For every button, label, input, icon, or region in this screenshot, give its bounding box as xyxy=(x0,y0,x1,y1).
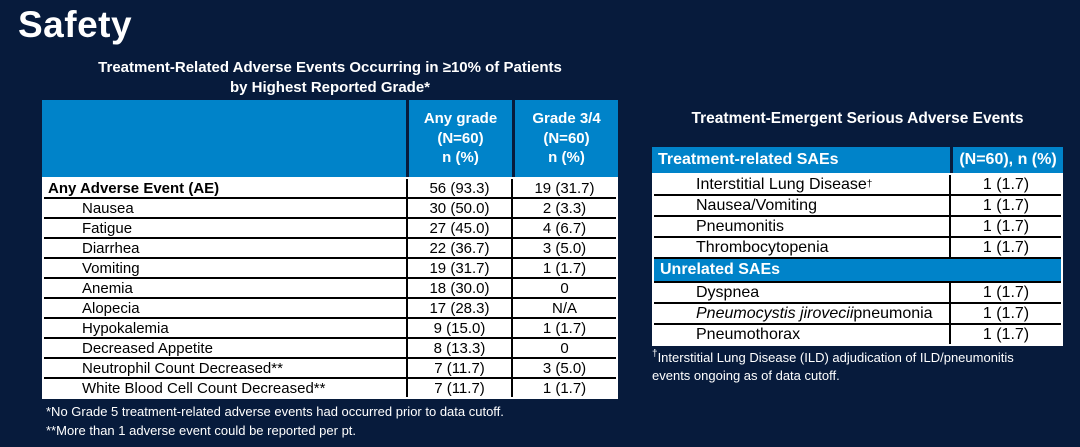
right-table-footnote: †Interstitial Lung Disease (ILD) adjudic… xyxy=(652,349,1044,385)
row-grade-34: 1 (1.7) xyxy=(513,379,616,397)
row-any-grade: 7 (11.7) xyxy=(408,359,511,377)
row-grade-34: 19 (31.7) xyxy=(513,179,616,197)
row-label: White Blood Cell Count Decreased** xyxy=(44,379,406,397)
row-value: 1 (1.7) xyxy=(951,238,1061,257)
row-label: Alopecia xyxy=(44,299,406,317)
row-label: Anemia xyxy=(44,279,406,297)
row-value: 1 (1.7) xyxy=(951,283,1061,302)
row-label: Nausea/Vomiting xyxy=(654,196,949,215)
footnote-text: Interstitial Lung Disease (ILD) adjudica… xyxy=(652,350,1014,384)
row-label: Pneumonitis xyxy=(654,217,949,236)
row-value: 1 (1.7) xyxy=(951,217,1061,236)
row-any-grade: 19 (31.7) xyxy=(408,259,511,277)
row-value: 1 (1.7) xyxy=(951,304,1061,323)
left-header-grade-34: Grade 3/4 (N=60) n (%) xyxy=(515,100,618,177)
row-any-grade: 8 (13.3) xyxy=(408,339,511,357)
row-label: Any Adverse Event (AE) xyxy=(44,179,406,197)
row-label: Pneumothorax xyxy=(654,325,949,344)
footnote-grade5: *No Grade 5 treatment-related adverse ev… xyxy=(46,404,504,419)
row-label: Nausea xyxy=(44,199,406,217)
left-header-any-grade: Any grade (N=60) n (%) xyxy=(409,100,512,177)
row-label: Dyspnea xyxy=(654,283,949,302)
row-label-italic: Pneumocystis jirovecii xyxy=(696,304,854,322)
page-title: Safety xyxy=(18,4,133,45)
right-table-title: Treatment-Emergent Serious Adverse Event… xyxy=(691,110,1024,127)
row-grade-34: 3 (5.0) xyxy=(513,239,616,257)
row-any-grade: 9 (15.0) xyxy=(408,319,511,337)
right-table-body: Interstitial Lung Disease † 1 (1.7) Nause… xyxy=(652,173,1063,346)
row-any-grade: 7 (11.7) xyxy=(408,379,511,397)
row-label: Fatigue xyxy=(44,219,406,237)
row-any-grade: 18 (30.0) xyxy=(408,279,511,297)
right-header-label: Treatment-related SAEs xyxy=(652,147,950,173)
row-grade-34: 4 (6.7) xyxy=(513,219,616,237)
right-table-header: Treatment-related SAEs (N=60), n (%) xyxy=(652,147,1063,173)
row-any-grade: 27 (45.0) xyxy=(408,219,511,237)
row-value: 1 (1.7) xyxy=(951,175,1061,194)
row-grade-34: 1 (1.7) xyxy=(513,259,616,277)
row-label: Neutrophil Count Decreased** xyxy=(44,359,406,377)
left-table-footnotes: *No Grade 5 treatment-related adverse ev… xyxy=(46,403,504,441)
row-value: 1 (1.7) xyxy=(951,325,1061,344)
right-header-value: (N=60), n (%) xyxy=(953,147,1063,173)
row-any-grade: 56 (93.3) xyxy=(408,179,511,197)
unrelated-saes-section-header: Unrelated SAEs xyxy=(654,259,1061,281)
row-label: Diarrhea xyxy=(44,239,406,257)
row-grade-34: 1 (1.7) xyxy=(513,319,616,337)
left-table-title: Treatment-Related Adverse Events Occurri… xyxy=(98,59,562,96)
row-label: Decreased Appetite xyxy=(44,339,406,357)
row-grade-34: N/A xyxy=(513,299,616,317)
row-any-grade: 22 (36.7) xyxy=(408,239,511,257)
row-grade-34: 2 (3.3) xyxy=(513,199,616,217)
left-header-blank-cell xyxy=(42,100,406,177)
row-label: Thrombocytopenia xyxy=(654,238,949,257)
row-label: Pneumocystis jirovecii pneumonia xyxy=(654,304,949,323)
row-value: 1 (1.7) xyxy=(951,196,1061,215)
footnote-multiple-ae: **More than 1 adverse event could be rep… xyxy=(46,422,357,438)
row-label: Hypokalemia xyxy=(44,319,406,337)
left-table-header: Any grade (N=60) n (%) Grade 3/4 (N=60) … xyxy=(42,100,618,177)
row-label-text: Interstitial Lung Disease xyxy=(696,175,867,193)
row-label-text: pneumonia xyxy=(853,304,933,322)
row-label: Vomiting xyxy=(44,259,406,277)
row-grade-34: 0 xyxy=(513,339,616,357)
row-grade-34: 3 (5.0) xyxy=(513,359,616,377)
row-label: Interstitial Lung Disease † xyxy=(654,175,949,194)
dagger-marker: † xyxy=(652,348,658,360)
left-table-body: Any Adverse Event (AE) 56 (93.3) 19 (31.… xyxy=(42,177,618,399)
row-grade-34: 0 xyxy=(513,279,616,297)
row-any-grade: 17 (28.3) xyxy=(408,299,511,317)
row-any-grade: 30 (50.0) xyxy=(408,199,511,217)
